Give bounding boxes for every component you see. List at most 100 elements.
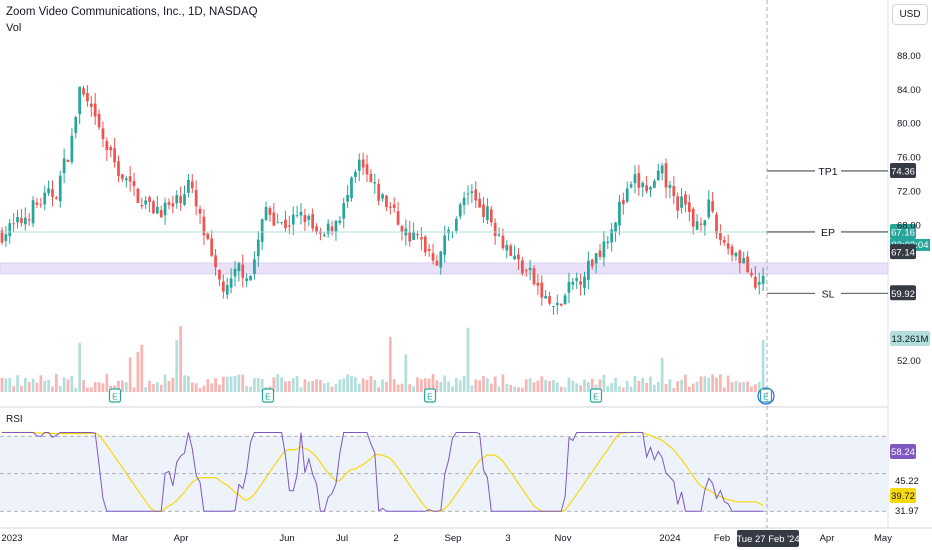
volume-bar — [524, 379, 528, 392]
volume-bar — [761, 340, 765, 392]
volume-bar — [51, 386, 54, 392]
time-axis-tick: Apr — [820, 533, 835, 544]
candle-body — [579, 281, 582, 285]
candle-body — [699, 223, 703, 225]
volume-bar — [684, 374, 687, 392]
volume-bar — [672, 387, 676, 392]
earnings-marker-label: E — [265, 392, 271, 402]
volume-bar — [742, 381, 746, 392]
volume-bar — [155, 382, 159, 392]
volume-bar — [342, 378, 346, 392]
earnings-marker — [108, 388, 122, 403]
candle-body — [528, 267, 532, 271]
volume-bar — [629, 386, 633, 392]
symbol-legend-title[interactable]: Zoom Video Communications, Inc., 1D, NAS… — [6, 6, 258, 18]
candle-body — [23, 217, 27, 225]
candle-body — [559, 303, 563, 306]
candle-body — [684, 194, 687, 205]
volume-bar — [4, 378, 8, 392]
candle-body — [307, 215, 311, 220]
candle-body — [680, 196, 683, 208]
candle-body — [249, 276, 252, 281]
price-axis-tick: 52.00 — [897, 356, 921, 367]
volume-bar — [711, 374, 714, 392]
volume-bar — [144, 387, 148, 392]
candle-body — [505, 244, 509, 251]
candle-body — [140, 205, 144, 207]
candle-body — [214, 255, 217, 268]
candle-body — [74, 117, 78, 133]
candle-body — [128, 176, 132, 182]
candle-body — [241, 264, 245, 278]
volume-bar — [583, 379, 586, 392]
candle-body — [350, 177, 353, 199]
candle-body — [412, 231, 415, 240]
candle-body — [256, 239, 260, 257]
volume-bar — [396, 384, 400, 392]
candle-body — [641, 182, 645, 188]
time-axis-tick: 2024 — [659, 533, 680, 544]
candle-body — [163, 202, 167, 216]
candle-body — [58, 175, 62, 202]
candle-body — [466, 193, 470, 195]
candle-body — [761, 275, 765, 284]
volume-bar — [276, 374, 280, 392]
volume-bar — [187, 375, 190, 392]
candle-body — [288, 225, 291, 227]
volume-bar — [489, 383, 493, 392]
volume-bar — [439, 381, 443, 392]
candle-body — [388, 206, 392, 208]
volume-bar — [606, 386, 610, 392]
candle-body — [590, 259, 594, 267]
candle-body — [155, 206, 159, 214]
volume-bar — [322, 383, 326, 392]
earnings-marker-ring — [757, 387, 775, 405]
volume-bar — [454, 377, 458, 392]
candle-body — [20, 218, 23, 223]
candle-body — [513, 255, 516, 260]
volume-bar — [31, 378, 35, 392]
volume-bar — [722, 387, 726, 392]
volume-bar — [338, 379, 342, 392]
volume-bar — [140, 344, 144, 392]
volume-bar — [354, 377, 357, 392]
volume-bar — [315, 379, 318, 392]
candle-body — [482, 204, 485, 217]
volume-legend-label[interactable]: Vol — [6, 22, 22, 34]
candle-body — [602, 241, 606, 258]
candle-body — [660, 165, 664, 174]
candle-body — [489, 209, 493, 223]
candle-body — [322, 234, 326, 236]
volume-bar — [152, 384, 155, 392]
volume-bar — [470, 385, 474, 392]
volume-bar — [23, 377, 27, 392]
volume-bar — [183, 375, 186, 392]
candle-body — [31, 200, 35, 224]
volume-bar — [121, 380, 124, 392]
candle-body — [62, 158, 66, 174]
candle-body — [229, 278, 233, 288]
time-axis-tick: 3 — [505, 533, 510, 544]
candle-body — [583, 276, 586, 288]
earnings-marker-label: E — [763, 392, 769, 402]
candle-body — [101, 128, 105, 140]
volume-bar — [451, 386, 454, 392]
volume-bar — [206, 379, 210, 392]
candle-body — [734, 252, 738, 257]
currency-button[interactable]: USD — [892, 4, 928, 25]
candle-body — [373, 182, 377, 184]
last-price-badge-text: 67.14 — [891, 248, 915, 259]
candle-body — [291, 214, 295, 225]
candle-body — [548, 296, 551, 304]
volume-bar — [505, 384, 509, 392]
rsi-legend-label[interactable]: RSI — [6, 414, 23, 425]
candle-body — [105, 141, 109, 151]
candle-body — [439, 251, 443, 268]
volume-bar — [412, 386, 415, 392]
volume-bar — [303, 379, 307, 392]
volume-bar — [249, 386, 252, 392]
volume-bar — [680, 379, 683, 392]
volume-bar — [311, 381, 315, 392]
candle-body — [392, 204, 396, 209]
